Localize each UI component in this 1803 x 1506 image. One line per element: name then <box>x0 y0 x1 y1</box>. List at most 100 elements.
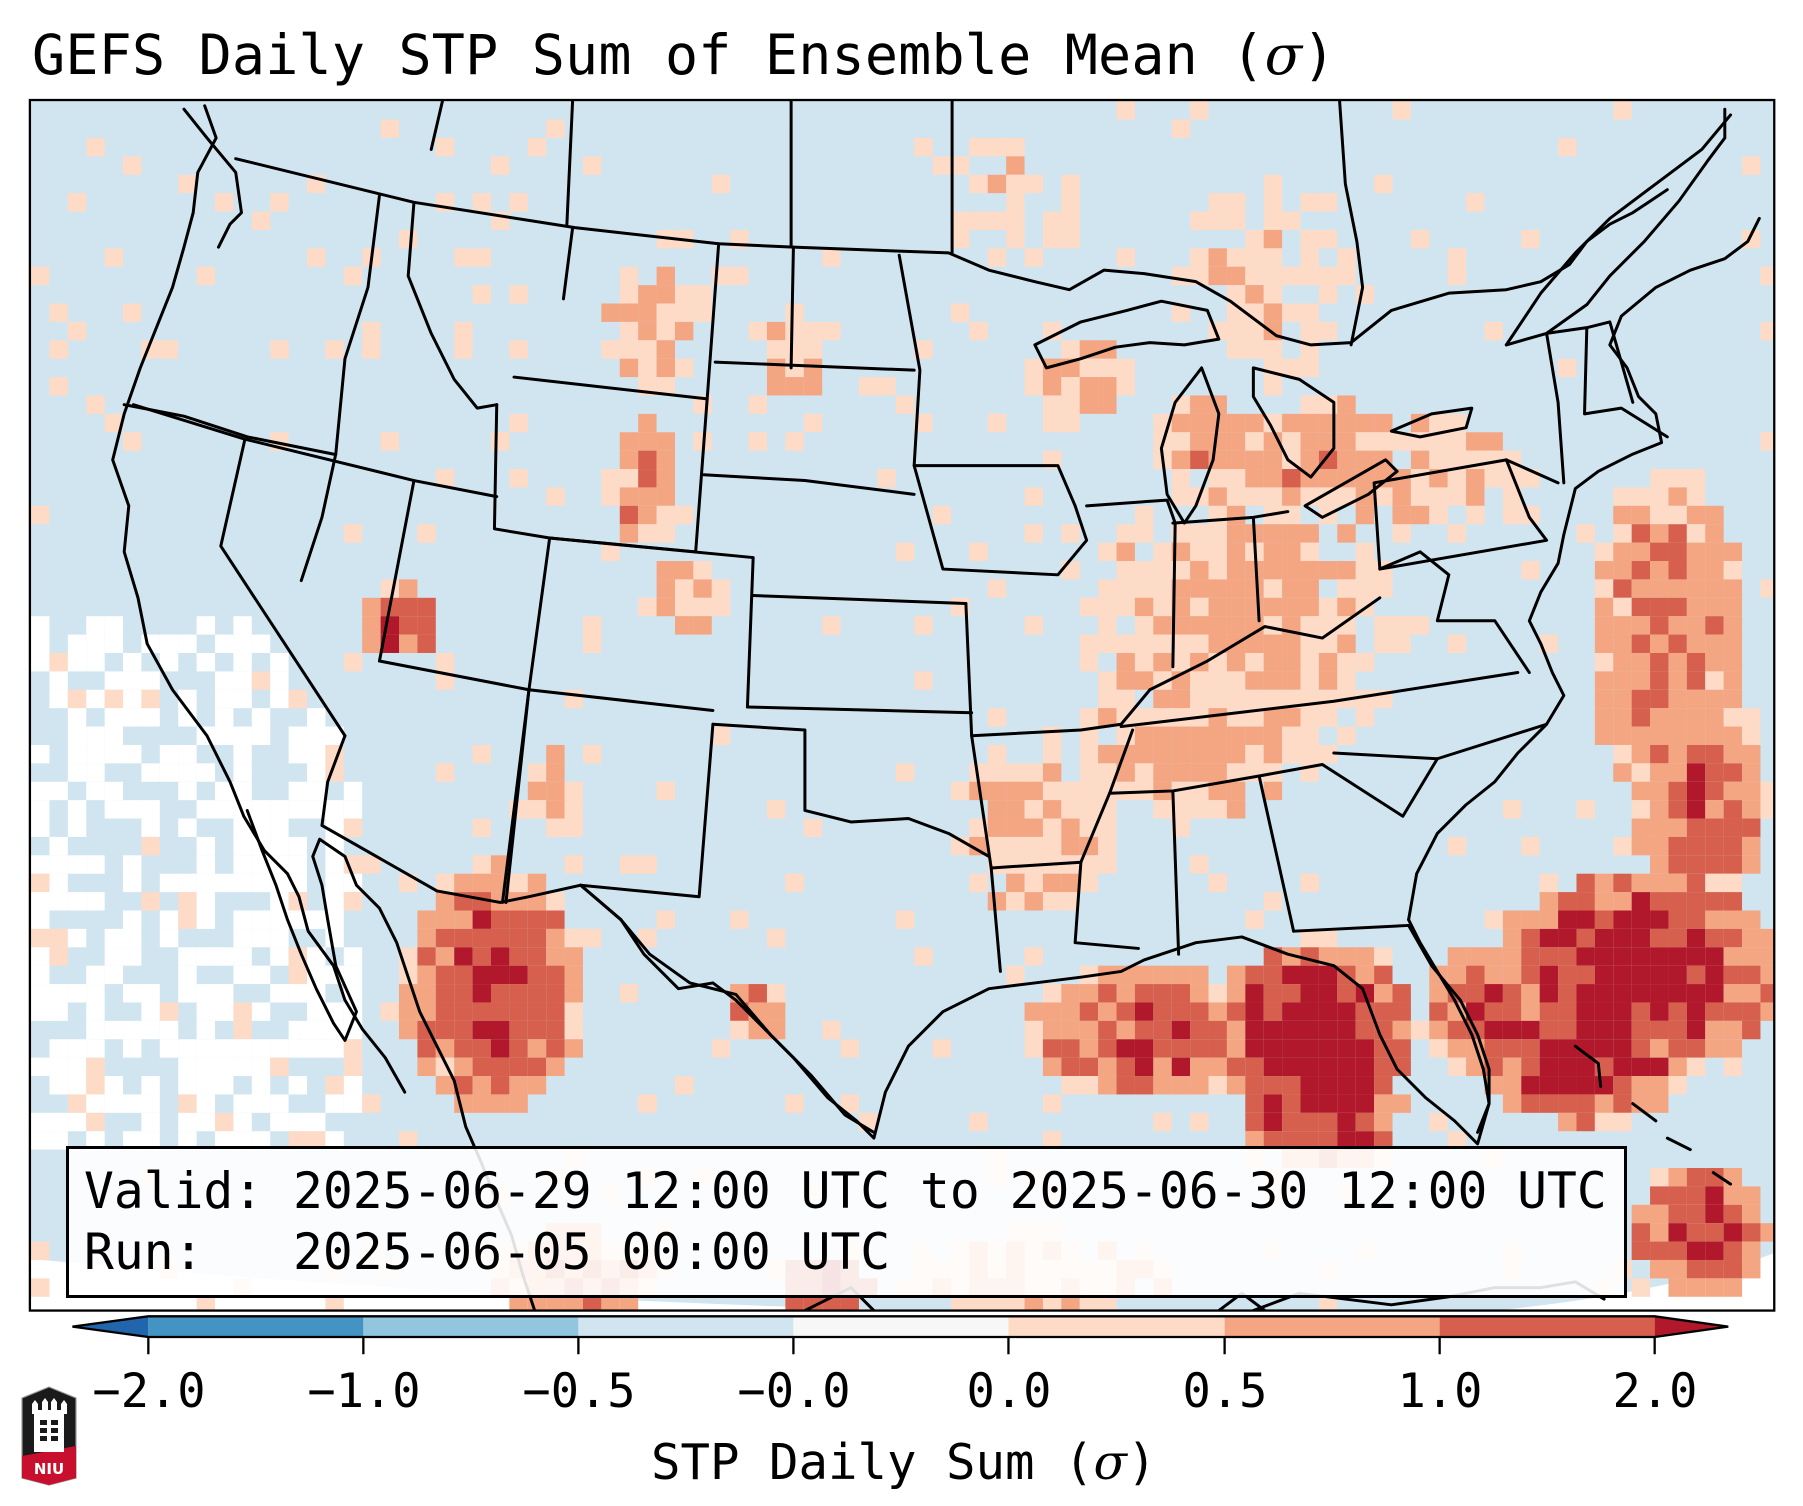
anomaly-cell <box>1098 800 1117 819</box>
anomaly-cell <box>141 1020 160 1040</box>
anomaly-cell <box>564 984 583 1003</box>
anomaly-cell <box>380 579 400 598</box>
anomaly-cell <box>1098 855 1117 874</box>
anomaly-cell <box>1171 818 1191 837</box>
anomaly-cell <box>215 671 234 690</box>
anomaly-cell <box>67 652 87 672</box>
anomaly-cell <box>1723 1002 1743 1021</box>
border-mt-dakotas <box>561 226 795 401</box>
anomaly-cell <box>1705 561 1724 580</box>
anomaly-cell <box>1318 561 1338 580</box>
anomaly-cell <box>1650 1094 1669 1113</box>
anomaly-cell <box>1502 1076 1522 1095</box>
anomaly-cell <box>1502 947 1522 966</box>
anomaly-cell <box>1245 965 1264 985</box>
anomaly-cell <box>215 1076 234 1095</box>
anomaly-cell <box>1686 652 1706 672</box>
anomaly-cell <box>1613 910 1632 929</box>
anomaly-cell <box>1226 505 1246 525</box>
anomaly-cell <box>49 836 68 856</box>
anomaly-cell <box>1576 1039 1595 1058</box>
anomaly-cell <box>233 1002 252 1021</box>
anomaly-cell <box>1337 947 1356 966</box>
map-frame <box>28 98 1776 1312</box>
title-text: GEFS Daily STP Sum of Ensemble Mean ( <box>32 23 1265 87</box>
anomaly-cell <box>1245 469 1264 488</box>
coastline-bahamas <box>1573 1044 1733 1186</box>
anomaly-cell <box>1300 671 1319 690</box>
anomaly-cell <box>1263 340 1283 359</box>
anomaly-cell <box>196 1039 216 1058</box>
anomaly-cell <box>1098 579 1117 598</box>
anomaly-cell <box>1650 818 1669 837</box>
anomaly-cell <box>307 1039 326 1058</box>
anomaly-cell <box>1024 873 1043 893</box>
colorbar-label-text: STP Daily Sum ( <box>651 1434 1094 1491</box>
anomaly-cell <box>1447 432 1467 451</box>
anomaly-cell <box>1576 910 1595 929</box>
anomaly-cell <box>417 1039 436 1058</box>
anomaly-cell <box>674 579 694 598</box>
anomaly-cell <box>123 432 142 451</box>
anomaly-cell <box>674 597 694 617</box>
anomaly-cell <box>1650 634 1669 653</box>
anomaly-cell <box>288 836 308 856</box>
anomaly-cell <box>1631 947 1651 966</box>
border-ny-ne <box>1504 320 1669 485</box>
anomaly-cell <box>1171 1039 1191 1058</box>
anomaly-cell <box>1245 1020 1264 1040</box>
anomaly-cell <box>104 744 124 764</box>
anomaly-cell <box>1263 708 1283 727</box>
anomaly-cell <box>1631 542 1651 562</box>
anomaly-cell <box>638 597 657 617</box>
anomaly-cell <box>1631 873 1651 893</box>
anomaly-cell <box>1263 1002 1283 1021</box>
anomaly-cell <box>1742 818 1761 837</box>
anomaly-cell <box>1263 892 1283 911</box>
anomaly-cell <box>325 928 344 948</box>
anomaly-cell <box>31 781 50 801</box>
anomaly-cell <box>31 1241 50 1260</box>
anomaly-cell <box>638 358 657 378</box>
border-nm <box>500 688 715 904</box>
anomaly-cell <box>1098 763 1117 782</box>
anomaly-cell <box>1042 1296 1062 1311</box>
anomaly-cell <box>527 910 547 929</box>
border-nv-ut <box>377 479 416 663</box>
anomaly-cell <box>1263 1039 1283 1058</box>
anomaly-cell <box>1705 892 1724 911</box>
anomaly-cell <box>1061 984 1080 1003</box>
anomaly-cell <box>1466 432 1485 451</box>
anomaly-cell <box>178 818 197 837</box>
anomaly-cell <box>1539 1039 1559 1058</box>
anomaly-cell <box>1631 726 1651 745</box>
anomaly-cell <box>1613 1020 1632 1040</box>
anomaly-cell <box>1613 708 1632 727</box>
anomaly-cell <box>1282 1020 1301 1040</box>
anomaly-cell <box>1318 229 1338 249</box>
anomaly-cell <box>1171 1057 1191 1077</box>
anomaly-cell <box>270 1057 289 1077</box>
anomaly-cell <box>1300 1076 1319 1095</box>
anomaly-cell <box>1631 689 1651 709</box>
anomaly-cell <box>1742 910 1761 929</box>
anomaly-cell <box>619 505 639 525</box>
anomaly-cell <box>1098 1002 1117 1021</box>
coastline-west <box>111 104 407 1094</box>
anomaly-cell <box>1374 634 1393 653</box>
anomaly-cell <box>693 616 712 635</box>
anomaly-cell <box>564 781 583 801</box>
anomaly-cell <box>1723 763 1743 782</box>
anomaly-cell <box>1502 1002 1522 1021</box>
anomaly-cell <box>1705 800 1724 819</box>
anomaly-cell <box>1024 763 1043 782</box>
anomaly-cell <box>546 781 565 801</box>
anomaly-cell <box>1171 1076 1191 1095</box>
anomaly-cell <box>1337 561 1356 580</box>
anomaly-cell <box>1134 744 1154 764</box>
anomaly-cell <box>1392 505 1411 525</box>
anomaly-cell <box>1668 1241 1687 1260</box>
anomaly-cell <box>31 984 50 1003</box>
anomaly-cell <box>546 892 565 911</box>
anomaly-cell <box>822 1020 841 1040</box>
